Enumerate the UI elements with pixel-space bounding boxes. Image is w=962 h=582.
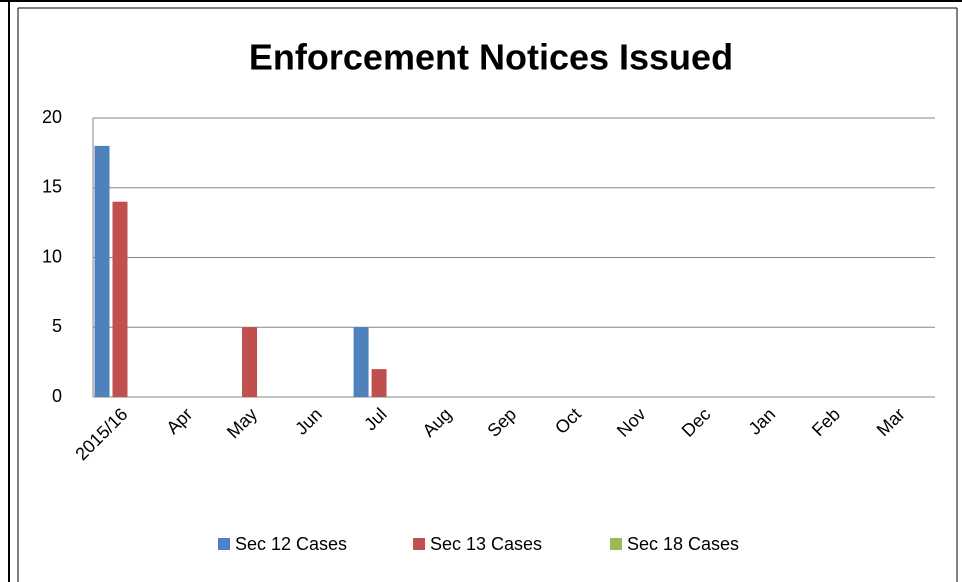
x-tick-label: Sep bbox=[483, 404, 520, 441]
legend-label: Sec 13 Cases bbox=[430, 534, 542, 554]
legend-swatch bbox=[413, 538, 425, 550]
x-tick-label: Apr bbox=[162, 404, 196, 438]
y-tick-label: 15 bbox=[42, 177, 62, 197]
bar bbox=[94, 145, 110, 397]
legend-swatch bbox=[218, 538, 230, 550]
x-tick-label: 2015/16 bbox=[71, 404, 131, 464]
x-tick-label: Feb bbox=[808, 404, 844, 440]
bar bbox=[353, 327, 369, 397]
y-tick-label: 10 bbox=[42, 246, 62, 266]
x-tick-label: Aug bbox=[419, 404, 456, 441]
y-tick-label: 5 bbox=[52, 316, 62, 336]
legend-swatch bbox=[610, 538, 622, 550]
x-tick-label: Oct bbox=[551, 404, 585, 438]
bar bbox=[242, 327, 258, 397]
x-tick-label: May bbox=[223, 404, 261, 442]
x-tick-label: Mar bbox=[873, 404, 909, 440]
bar bbox=[371, 369, 387, 397]
y-tick-label: 20 bbox=[42, 107, 62, 127]
y-tick-label: 0 bbox=[52, 386, 62, 406]
x-tick-label: Nov bbox=[613, 404, 650, 441]
x-tick-label: Jun bbox=[291, 404, 326, 439]
bar bbox=[112, 201, 128, 397]
legend-label: Sec 18 Cases bbox=[627, 534, 739, 554]
legend-label: Sec 12 Cases bbox=[235, 534, 347, 554]
x-tick-label: Jan bbox=[745, 404, 780, 439]
x-tick-label: Dec bbox=[678, 404, 715, 441]
chart-title: Enforcement Notices Issued bbox=[249, 37, 733, 78]
x-tick-label: Jul bbox=[360, 404, 390, 434]
